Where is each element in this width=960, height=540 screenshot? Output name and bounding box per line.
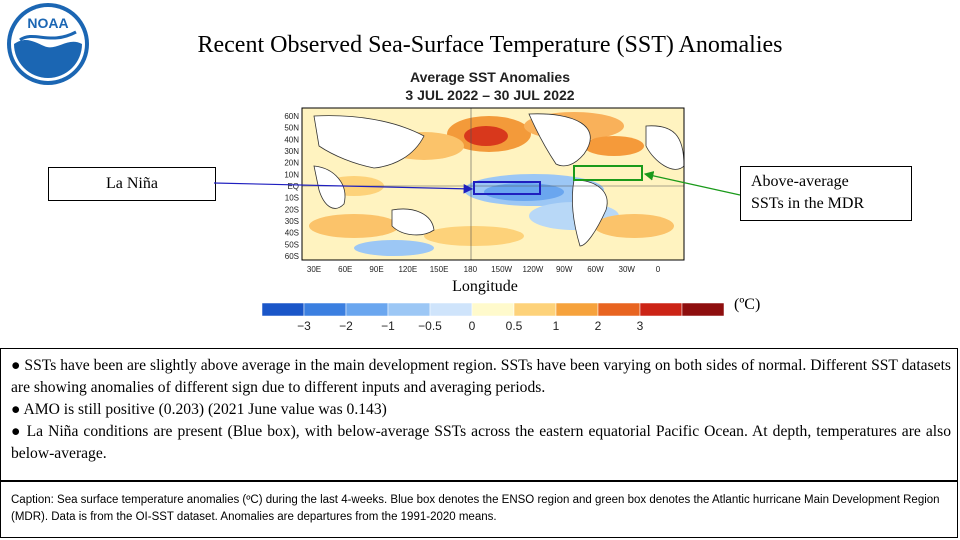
colorbar-swatches <box>261 302 725 317</box>
latitude-tick-label: 40S <box>285 229 299 238</box>
figure-caption: Caption: Sea surface temperature anomali… <box>0 481 958 538</box>
latitude-tick-label: 60S <box>285 252 299 261</box>
discussion-bullets: ● SSTs have been are slightly above aver… <box>0 348 958 481</box>
logo-text: NOAA <box>27 15 68 31</box>
colorbar-swatch <box>513 302 557 317</box>
colorbar-tick-label: 0 <box>469 319 476 333</box>
longitude-tick-label: 30W <box>619 265 636 274</box>
colorbar-tick-label: 2 <box>595 319 602 333</box>
colorbar-ticks: −3 −2 −1 −0.5 0 0.5 1 2 3 <box>297 319 644 333</box>
colorbar-swatch <box>681 302 725 317</box>
latitude-tick-label: 10N <box>284 170 299 179</box>
colorbar-swatch <box>597 302 641 317</box>
latitude-tick-label: 10S <box>285 194 299 203</box>
longitude-tick-label: 30E <box>307 265 321 274</box>
colorbar-swatch <box>555 302 599 317</box>
colorbar-swatch <box>429 302 473 317</box>
longitude-tick-label: 90E <box>369 265 383 274</box>
colorbar-tick-label: −2 <box>339 319 353 333</box>
latitude-tick-label: 50S <box>285 240 299 249</box>
map-title: Average SST Anomalies 3 JUL 2022 – 30 JU… <box>300 68 680 104</box>
latitude-tick-label: 20S <box>285 205 299 214</box>
mdr-callout-line1: Above-average <box>751 173 849 190</box>
bullet-item: ● SSTs have been are slightly above aver… <box>11 357 951 396</box>
longitude-tick-label: 90W <box>556 265 573 274</box>
latitude-labels: 60N 50N 40N 30N 20N 10N EQ 10S 20S 30S 40S 50S 60S <box>284 112 299 261</box>
slide-title: Recent Observed Sea-Surface Temperature … <box>197 32 783 58</box>
colorbar-swatch <box>261 302 305 317</box>
longitude-tick-label: 120E <box>398 265 417 274</box>
longitude-tick-label: 150W <box>491 265 512 274</box>
latitude-tick-label: 30S <box>285 217 299 226</box>
colorbar-swatch <box>387 302 431 317</box>
enso-region-box <box>473 181 541 195</box>
latitude-tick-label: EQ <box>287 182 299 191</box>
bullet-item: ● La Niña conditions are present (Blue b… <box>11 423 951 462</box>
colorbar-unit: (ºC) <box>734 296 761 313</box>
longitude-tick-label: 150E <box>430 265 449 274</box>
mdr-callout: Above-average SSTs in the MDR <box>740 166 912 221</box>
la-nina-callout: La Niña <box>48 167 216 201</box>
latitude-tick-label: 20N <box>284 159 299 168</box>
longitude-tick-label: 120W <box>522 265 543 274</box>
map-title-line2: 3 JUL 2022 – 30 JUL 2022 <box>405 87 575 103</box>
colorbar-tick-label: 3 <box>637 319 644 333</box>
latitude-tick-label: 60N <box>284 112 299 121</box>
longitude-tick-label: 60E <box>338 265 352 274</box>
colorbar-swatch <box>639 302 683 317</box>
latitude-tick-label: 30N <box>284 147 299 156</box>
colorbar-tick-label: −0.5 <box>418 319 442 333</box>
latitude-tick-label: 40N <box>284 135 299 144</box>
colorbar-tick-label: 0.5 <box>506 319 523 333</box>
mdr-callout-line2: SSTs in the MDR <box>751 195 865 212</box>
colorbar-swatch <box>471 302 515 317</box>
bullet-item: ● AMO is still positive (0.203) (2021 Ju… <box>11 401 387 418</box>
noaa-logo: NOAA <box>6 2 90 86</box>
map-title-line1: Average SST Anomalies <box>409 69 571 85</box>
longitude-tick-label: 180 <box>464 265 478 274</box>
colorbar-tick-label: −1 <box>381 319 395 333</box>
longitude-labels: 30E 60E 90E 120E 150E 180 150W 120W 90W 60W 30W 0 <box>307 265 661 274</box>
colorbar-tick-label: −3 <box>297 319 311 333</box>
colorbar-tick-label: 1 <box>553 319 560 333</box>
colorbar: −3 −2 −1 −0.5 0 0.5 1 2 3 <box>260 302 730 340</box>
sst-anomaly-map: 60N 50N 40N 30N 20N 10N EQ 10S 20S 30S 40S 50S 60S 3… <box>274 106 694 278</box>
longitude-axis-label: Longitude <box>452 278 518 295</box>
longitude-tick-label: 0 <box>656 265 661 274</box>
longitude-tick-label: 60W <box>587 265 604 274</box>
anomaly-field <box>309 112 684 256</box>
colorbar-swatch <box>345 302 389 317</box>
latitude-tick-label: 50N <box>284 124 299 133</box>
colorbar-swatch <box>303 302 347 317</box>
mdr-region-box <box>573 165 643 181</box>
